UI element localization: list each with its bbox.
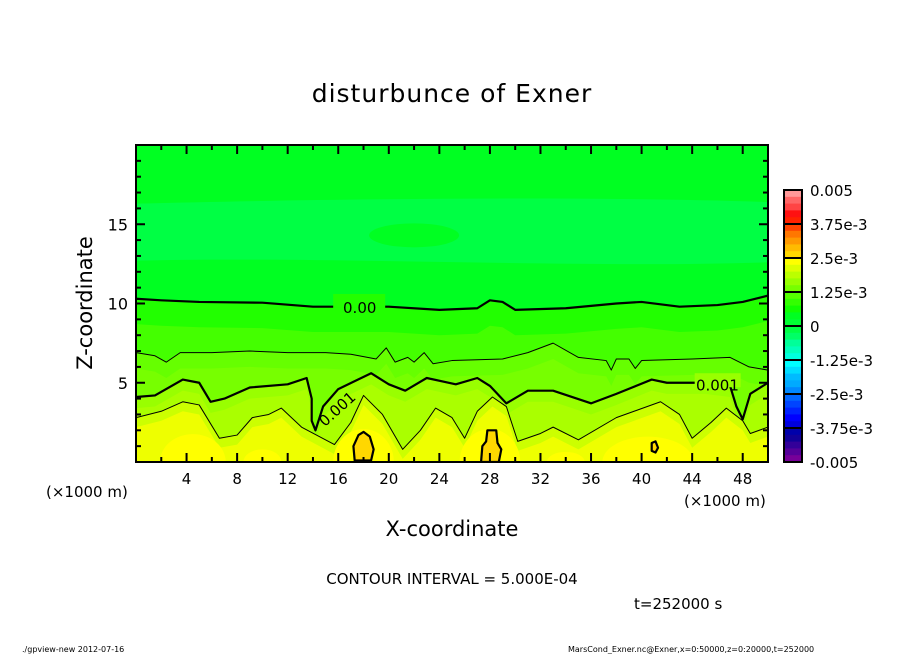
colorbar-swatch (784, 441, 802, 449)
colorbar-swatch (784, 421, 802, 429)
colorbar-swatch (784, 210, 802, 218)
colorbar-swatch (784, 217, 802, 225)
contour-line (479, 429, 503, 462)
contour-line (352, 430, 375, 462)
label-gap (333, 293, 386, 308)
colorbar-swatch (784, 319, 802, 327)
colorbar-swatch (784, 237, 802, 245)
footer-left: ./gpview-new 2012-07-16 (22, 645, 124, 654)
y-axis: 5 10 15 (108, 159, 768, 448)
contour-line (136, 394, 768, 450)
colorbar-swatch (784, 305, 802, 313)
colorbar-swatch (784, 353, 802, 361)
x-tick-label: 16 (329, 470, 348, 488)
x-tick-label: 40 (632, 470, 651, 488)
colorbar-swatch (784, 360, 802, 368)
colorbar-swatch (784, 285, 802, 293)
colorbar-swatch (784, 312, 802, 320)
x-tick-label: 20 (379, 470, 398, 488)
x-tick-label: 28 (480, 470, 499, 488)
x-unit-right: (×1000 m) (684, 492, 766, 510)
colorbar-swatch (784, 434, 802, 443)
colorbar-swatch (784, 380, 802, 388)
colorbar-swatch (784, 346, 802, 354)
colorbar-swatch (784, 448, 802, 456)
label-gap (694, 373, 741, 388)
fill-band (369, 223, 460, 248)
colorbar-swatch (784, 196, 802, 205)
colorbar-swatch (784, 428, 802, 436)
colorbar-label: -1.25e-3 (810, 352, 873, 370)
colorbar-swatch (784, 271, 802, 279)
colorbar-swatch (784, 332, 802, 341)
contour-interval: CONTOUR INTERVAL = 5.000E-04 (326, 570, 577, 588)
colorbar-swatch (784, 298, 802, 307)
time-label: t=252000 s (634, 595, 722, 613)
x-tick-label: 4 (182, 470, 192, 488)
colorbar-swatch (784, 326, 802, 334)
x-unit-left: (×1000 m) (46, 483, 128, 501)
colorbar-swatch (784, 373, 802, 381)
colorbar-swatch (784, 292, 802, 300)
contour-label: 0.00 (343, 299, 376, 317)
y-axis-label: Z-coordinate (73, 236, 97, 370)
fill-band (160, 434, 226, 462)
x-tick-label: 36 (581, 470, 600, 488)
colorbar-swatch (784, 455, 802, 463)
colorbar-swatch (784, 366, 802, 375)
x-tick-label: 44 (683, 470, 702, 488)
colorbar-swatch (784, 244, 802, 252)
colorbar-swatch (784, 258, 802, 266)
colorbar-label: -3.75e-3 (810, 420, 873, 438)
contour-line (136, 342, 768, 371)
chart-title: disturbunce of Exner (312, 79, 593, 108)
x-tick-label: 48 (733, 470, 752, 488)
y-tick-label: 10 (108, 295, 128, 314)
colorbar-swatch (784, 387, 802, 395)
colorbar-label: -0.005 (810, 454, 858, 472)
colorbar-swatch (784, 224, 802, 232)
colorbar-label: 3.75e-3 (810, 216, 868, 234)
contour-line (650, 440, 660, 454)
colorbar-label: 0.005 (810, 182, 853, 200)
x-tick-label: 32 (531, 470, 550, 488)
colorbar-swatch (784, 407, 802, 415)
contour-line (136, 294, 768, 311)
contour-line (136, 372, 768, 432)
x-tick-label: 12 (278, 470, 297, 488)
colorbar-label: 1.25e-3 (810, 284, 868, 302)
y-tick-label: 5 (118, 374, 128, 393)
colorbar-swatch (784, 394, 802, 402)
colorbar-swatch (784, 414, 802, 422)
fill-band (243, 449, 282, 462)
colorbar-swatch (784, 278, 802, 286)
colorbar-swatch (784, 230, 802, 239)
footer-right: MarsCond_Exner.nc@Exner,x=0:50000,z=0:20… (568, 645, 814, 654)
x-axis: 4 8 12 16 20 24 28 32 36 40 44 48 (160, 145, 752, 488)
colorbar-swatch (784, 339, 802, 347)
colorbar-frame (783, 189, 803, 463)
fill-band (602, 436, 694, 462)
colorbar-swatch (784, 264, 802, 273)
colorbar-swatch (784, 203, 802, 211)
fill-band (546, 451, 585, 462)
colorbar-label: 0 (810, 318, 820, 336)
x-axis-label: X-coordinate (386, 517, 519, 541)
x-tick-label: 8 (232, 470, 242, 488)
colorbar-swatch (784, 190, 802, 198)
colorbar-swatch (784, 251, 802, 259)
contour-label: 0.001 (696, 377, 739, 395)
x-tick-label: 24 (430, 470, 449, 488)
colorbar-label: -2.5e-3 (810, 386, 863, 404)
y-tick-label: 15 (108, 215, 128, 234)
fill-band (136, 404, 768, 462)
colorbar-label: 2.5e-3 (810, 250, 858, 268)
colorbar: 0.005 3.75e-3 2.5e-3 1.25e-3 0 -1.25e-3 -2.5e-… (783, 182, 873, 472)
colorbar-swatch (784, 400, 802, 409)
